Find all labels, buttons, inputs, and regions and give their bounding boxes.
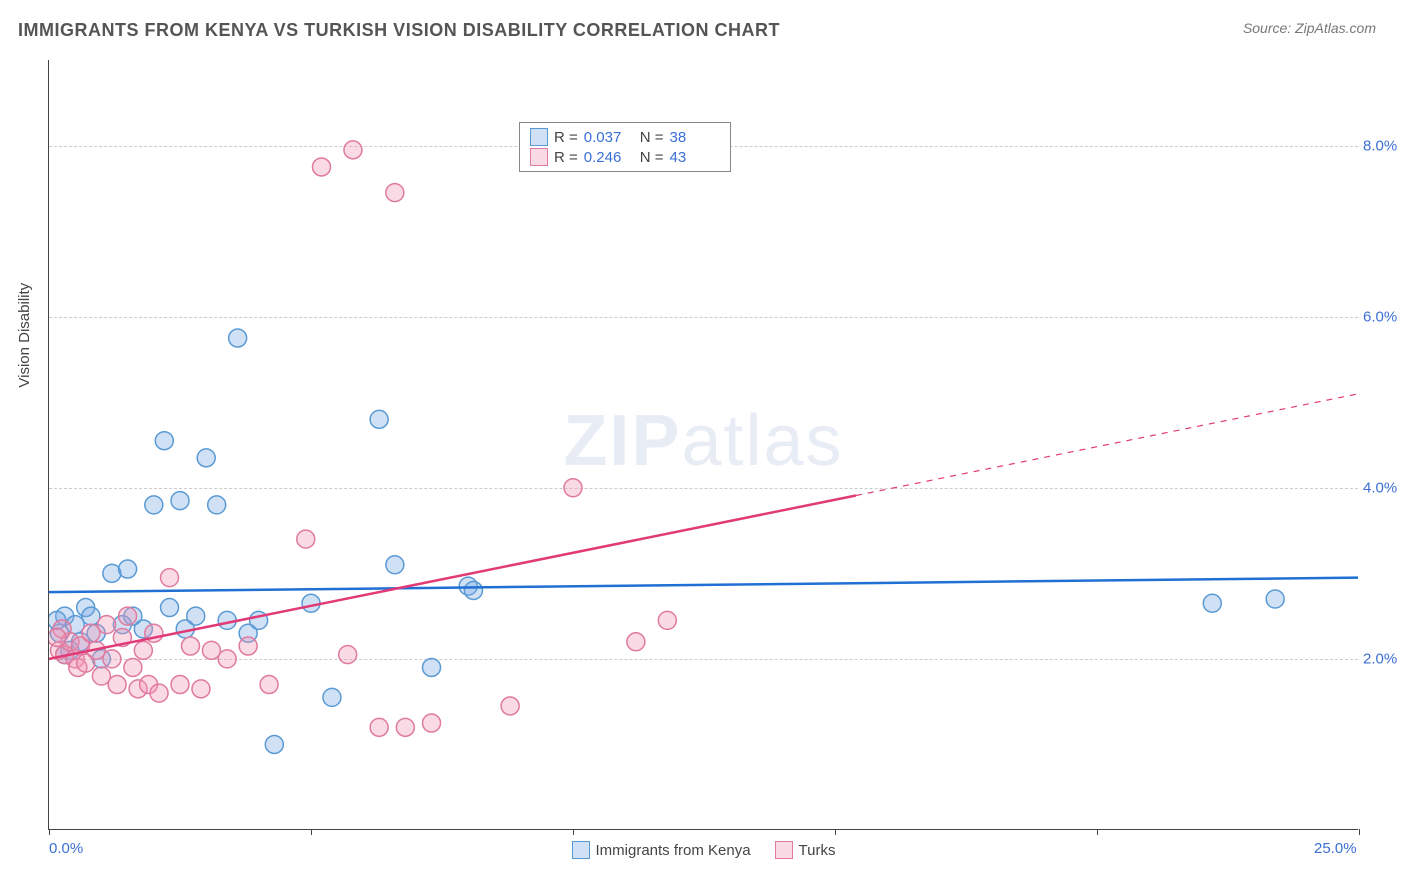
data-point-turks: [627, 633, 645, 651]
data-point-kenya: [197, 449, 215, 467]
x-tick-mark: [1359, 829, 1360, 835]
data-point-kenya: [119, 560, 137, 578]
data-point-turks: [297, 530, 315, 548]
data-point-kenya: [161, 599, 179, 617]
x-tick-mark: [1097, 829, 1098, 835]
data-point-turks: [161, 569, 179, 587]
data-point-turks: [218, 650, 236, 668]
data-point-kenya: [208, 496, 226, 514]
data-point-turks: [181, 637, 199, 655]
data-point-turks: [344, 141, 362, 159]
data-point-turks: [98, 616, 116, 634]
trend-line-dashed-turks: [856, 394, 1358, 496]
correlation-legend: R = 0.037 N = 38 R = 0.246 N = 43: [519, 122, 731, 172]
data-point-kenya: [464, 581, 482, 599]
data-point-kenya: [265, 735, 283, 753]
data-point-kenya: [155, 432, 173, 450]
swatch-kenya: [530, 128, 548, 146]
data-point-kenya: [386, 556, 404, 574]
n-label: N =: [640, 129, 664, 146]
y-axis-label: Vision Disability: [16, 283, 33, 388]
data-point-turks: [396, 718, 414, 736]
x-tick-mark: [311, 829, 312, 835]
series-legend: Immigrants from Kenya Turks: [572, 841, 836, 859]
data-point-turks: [370, 718, 388, 736]
data-point-turks: [501, 697, 519, 715]
data-point-turks: [239, 637, 257, 655]
data-point-turks: [386, 184, 404, 202]
n-value-turks: 43: [670, 149, 720, 166]
data-point-kenya: [423, 658, 441, 676]
legend-label-kenya: Immigrants from Kenya: [596, 842, 751, 859]
data-point-turks: [192, 680, 210, 698]
x-tick-label: 25.0%: [1314, 840, 1357, 857]
r-label: R =: [554, 149, 578, 166]
data-point-turks: [150, 684, 168, 702]
chart-plot-area: ZIPatlas R = 0.037 N = 38 R = 0.246 N = …: [48, 60, 1358, 830]
swatch-kenya: [572, 841, 590, 859]
x-tick-label: 0.0%: [49, 840, 83, 857]
data-point-turks: [171, 676, 189, 694]
data-point-turks: [134, 641, 152, 659]
legend-label-turks: Turks: [799, 842, 836, 859]
source-attribution: Source: ZipAtlas.com: [1243, 20, 1376, 36]
data-point-turks: [124, 658, 142, 676]
y-tick-label: 6.0%: [1363, 308, 1406, 325]
data-point-turks: [658, 611, 676, 629]
legend-row-kenya: R = 0.037 N = 38: [530, 127, 720, 147]
swatch-turks: [775, 841, 793, 859]
data-point-kenya: [1203, 594, 1221, 612]
data-point-kenya: [171, 492, 189, 510]
data-point-kenya: [1266, 590, 1284, 608]
legend-item-turks: Turks: [775, 841, 836, 859]
data-point-kenya: [302, 594, 320, 612]
trend-line-kenya: [49, 578, 1358, 593]
data-point-kenya: [145, 496, 163, 514]
y-tick-label: 4.0%: [1363, 479, 1406, 496]
data-point-turks: [119, 607, 137, 625]
scatter-svg: [49, 60, 1358, 829]
data-point-turks: [339, 646, 357, 664]
source-value: ZipAtlas.com: [1295, 20, 1376, 36]
n-label: N =: [640, 149, 664, 166]
data-point-kenya: [229, 329, 247, 347]
x-tick-mark: [49, 829, 50, 835]
data-point-kenya: [370, 410, 388, 428]
data-point-turks: [49, 629, 66, 647]
x-tick-mark: [573, 829, 574, 835]
r-label: R =: [554, 129, 578, 146]
legend-item-kenya: Immigrants from Kenya: [572, 841, 751, 859]
data-point-turks: [312, 158, 330, 176]
data-point-turks: [423, 714, 441, 732]
source-label: Source:: [1243, 20, 1291, 36]
r-value-turks: 0.246: [584, 149, 634, 166]
data-point-kenya: [323, 688, 341, 706]
chart-title: IMMIGRANTS FROM KENYA VS TURKISH VISION …: [18, 20, 780, 41]
y-tick-label: 2.0%: [1363, 650, 1406, 667]
r-value-kenya: 0.037: [584, 129, 634, 146]
data-point-turks: [564, 479, 582, 497]
legend-row-turks: R = 0.246 N = 43: [530, 147, 720, 167]
data-point-kenya: [187, 607, 205, 625]
swatch-turks: [530, 148, 548, 166]
data-point-turks: [108, 676, 126, 694]
y-tick-label: 8.0%: [1363, 137, 1406, 154]
n-value-kenya: 38: [670, 129, 720, 146]
data-point-turks: [103, 650, 121, 668]
data-point-turks: [260, 676, 278, 694]
x-tick-mark: [835, 829, 836, 835]
